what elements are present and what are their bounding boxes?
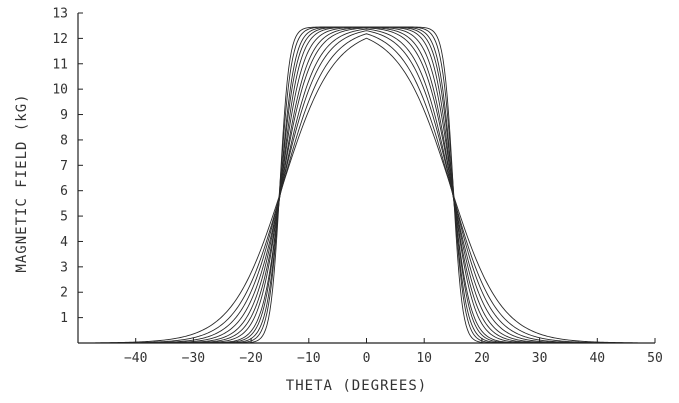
x-tick-label: −40 <box>124 351 147 366</box>
y-tick-label: 12 <box>52 32 68 47</box>
x-tick-label: 10 <box>416 351 432 366</box>
y-tick-label: 13 <box>52 7 68 22</box>
y-tick-label: 11 <box>52 57 68 72</box>
x-tick-label: 0 <box>363 351 371 366</box>
field-curve-4 <box>95 26 638 344</box>
y-tick-label: 9 <box>60 108 68 123</box>
field-curve-9 <box>95 28 638 344</box>
field-curve-7 <box>95 26 638 344</box>
x-tick-label: −30 <box>182 351 205 366</box>
x-tick-label: 20 <box>474 351 490 366</box>
field-curve-8 <box>95 27 638 344</box>
curve-group <box>95 26 638 344</box>
field-curve-12 <box>95 37 638 344</box>
y-tick-label: 5 <box>60 210 68 225</box>
y-tick-label: 6 <box>60 184 68 199</box>
axes <box>77 13 655 344</box>
field-curve-5 <box>95 26 638 344</box>
y-tick-label: 10 <box>52 83 68 98</box>
field-curve-2 <box>95 26 638 344</box>
x-ticks: −40 −30 −20 −10 0 10 20 30 40 50 <box>124 338 663 366</box>
y-tick-label: 4 <box>60 235 68 250</box>
y-axis-label: MAGNETIC FIELD (kG) <box>14 93 30 272</box>
y-tick-label: 7 <box>60 159 68 174</box>
field-curve-11 <box>95 33 638 344</box>
y-tick-label: 3 <box>60 260 68 275</box>
y-tick-label: 1 <box>60 311 68 326</box>
x-tick-label: 30 <box>532 351 548 366</box>
field-curve-3 <box>95 26 638 344</box>
x-axis-label: THETA (DEGREES) <box>286 378 427 394</box>
y-tick-label: 8 <box>60 133 68 148</box>
x-tick-label: −10 <box>297 351 320 366</box>
x-tick-label: 40 <box>589 351 605 366</box>
field-curve-1 <box>95 26 638 344</box>
x-tick-label: −20 <box>239 351 262 366</box>
field-curve-10 <box>95 30 638 344</box>
x-tick-label: 50 <box>647 351 663 366</box>
field-curve-6 <box>95 26 638 344</box>
y-tick-label: 2 <box>60 286 68 301</box>
